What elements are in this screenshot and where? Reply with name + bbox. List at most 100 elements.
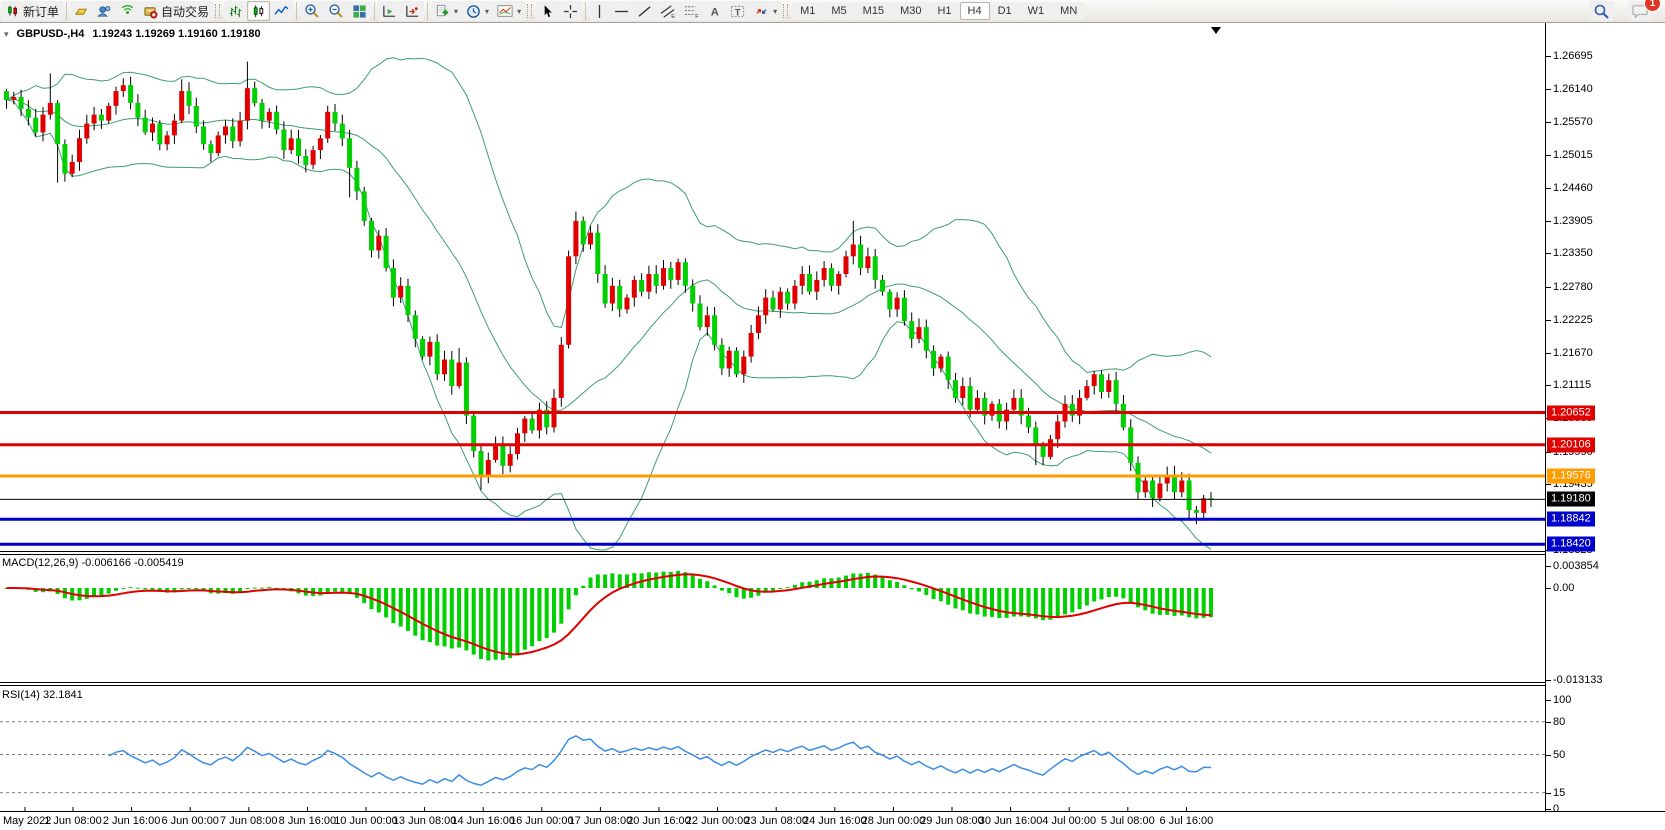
candle[interactable] — [755, 315, 761, 333]
candle[interactable] — [661, 268, 666, 286]
candle[interactable] — [1011, 397, 1017, 410]
candle[interactable] — [1106, 380, 1112, 392]
candle[interactable] — [682, 262, 688, 286]
candle[interactable] — [726, 350, 732, 369]
candle[interactable] — [150, 123, 155, 133]
candle[interactable] — [704, 315, 710, 328]
timeframe-button-m1[interactable]: M1 — [792, 2, 824, 20]
candle[interactable] — [1201, 498, 1207, 513]
candle[interactable] — [4, 91, 9, 100]
rsi-line[interactable] — [108, 735, 1212, 786]
candle[interactable] — [135, 102, 141, 118]
candle[interactable] — [1157, 483, 1163, 499]
candle[interactable] — [98, 114, 104, 121]
candle[interactable] — [529, 418, 535, 431]
candle[interactable] — [1018, 397, 1024, 416]
candle[interactable] — [1047, 439, 1053, 457]
line-chart-mode-button[interactable] — [270, 1, 294, 21]
candlestick-mode-button[interactable] — [247, 1, 271, 21]
candle[interactable] — [558, 344, 564, 398]
candle[interactable] — [69, 161, 75, 174]
toolbar-drag-handle[interactable] — [783, 4, 789, 18]
text-tool-button[interactable]: A — [704, 1, 727, 21]
candle[interactable] — [1142, 480, 1148, 493]
candle[interactable] — [697, 303, 703, 328]
bollinger-upper-band[interactable] — [6, 57, 1212, 374]
candle[interactable] — [602, 274, 608, 304]
tile-windows-button[interactable] — [348, 1, 372, 21]
pane-separator[interactable] — [0, 551, 1545, 555]
candle[interactable] — [1208, 498, 1214, 500]
candle[interactable] — [858, 244, 864, 269]
candle[interactable] — [390, 268, 396, 298]
candle[interactable] — [442, 359, 447, 375]
toolbar-drag-handle[interactable] — [527, 4, 533, 18]
candle[interactable] — [785, 291, 791, 304]
timeframe-button-d1[interactable]: D1 — [989, 2, 1020, 20]
candle[interactable] — [821, 268, 827, 280]
candle[interactable] — [500, 445, 506, 466]
candle[interactable] — [113, 91, 119, 106]
candle[interactable] — [580, 220, 586, 245]
candle[interactable] — [880, 279, 885, 292]
candle[interactable] — [91, 114, 97, 124]
notification-badge[interactable]: 1 — [1644, 0, 1661, 12]
candle[interactable] — [1084, 386, 1090, 398]
candle[interactable] — [1135, 462, 1141, 493]
community-button[interactable] — [93, 1, 117, 21]
gold-button[interactable] — [70, 1, 94, 21]
timeframe-button-h1[interactable]: H1 — [929, 2, 960, 20]
chart-shift-button[interactable] — [378, 1, 402, 21]
candle[interactable] — [828, 268, 834, 286]
channel-tool-button[interactable]: E — [656, 1, 681, 21]
candle[interactable] — [230, 126, 236, 142]
candle[interactable] — [434, 341, 440, 375]
candle[interactable] — [128, 85, 134, 103]
candle[interactable] — [186, 91, 192, 106]
timeframe-button-h4[interactable]: H4 — [959, 2, 990, 20]
candle[interactable] — [712, 315, 718, 345]
toolbar-drag-handle[interactable] — [215, 4, 221, 18]
candle[interactable] — [288, 138, 294, 151]
candle[interactable] — [347, 138, 353, 168]
candle[interactable] — [244, 88, 250, 121]
new-order-button[interactable]: 新订单 — [2, 1, 64, 21]
timeframe-button-m5[interactable]: M5 — [823, 2, 855, 20]
crosshair-tool-button[interactable] — [559, 1, 583, 21]
bollinger-lower-band[interactable] — [6, 99, 1212, 551]
candle[interactable] — [310, 150, 316, 165]
candle[interactable] — [544, 409, 550, 428]
candle[interactable] — [982, 397, 988, 416]
candle[interactable] — [18, 97, 24, 109]
candle[interactable] — [989, 403, 995, 416]
cursor-tool-button[interactable] — [536, 1, 560, 21]
candle[interactable] — [1099, 374, 1104, 392]
candle[interactable] — [84, 123, 90, 139]
candle[interactable] — [325, 111, 331, 139]
candle[interactable] — [1069, 403, 1075, 416]
candle[interactable] — [974, 397, 980, 410]
candle[interactable] — [865, 256, 871, 269]
candle[interactable] — [1150, 480, 1156, 499]
candle[interactable] — [142, 117, 148, 133]
candle[interactable] — [1164, 474, 1170, 484]
timeframe-button-w1[interactable]: W1 — [1019, 2, 1053, 20]
candle[interactable] — [894, 297, 900, 310]
candle[interactable] — [923, 327, 929, 351]
candle[interactable] — [449, 359, 455, 387]
candle[interactable] — [171, 120, 177, 136]
candle[interactable] — [11, 97, 17, 100]
candle[interactable] — [1179, 480, 1185, 493]
candle[interactable] — [741, 356, 747, 375]
timeframe-button-m30[interactable]: M30 — [892, 2, 930, 20]
candle[interactable] — [1113, 380, 1119, 404]
candle[interactable] — [960, 386, 966, 398]
autotrading-button[interactable]: 自动交易 — [139, 1, 214, 21]
fibonacci-tool-button[interactable]: F — [680, 1, 705, 21]
candle[interactable] — [281, 129, 287, 151]
symbol-dropdown-icon[interactable]: ▾ — [4, 28, 9, 39]
candle[interactable] — [807, 274, 812, 292]
candle[interactable] — [383, 235, 389, 269]
candle[interactable] — [237, 120, 243, 142]
candle[interactable] — [456, 362, 462, 387]
